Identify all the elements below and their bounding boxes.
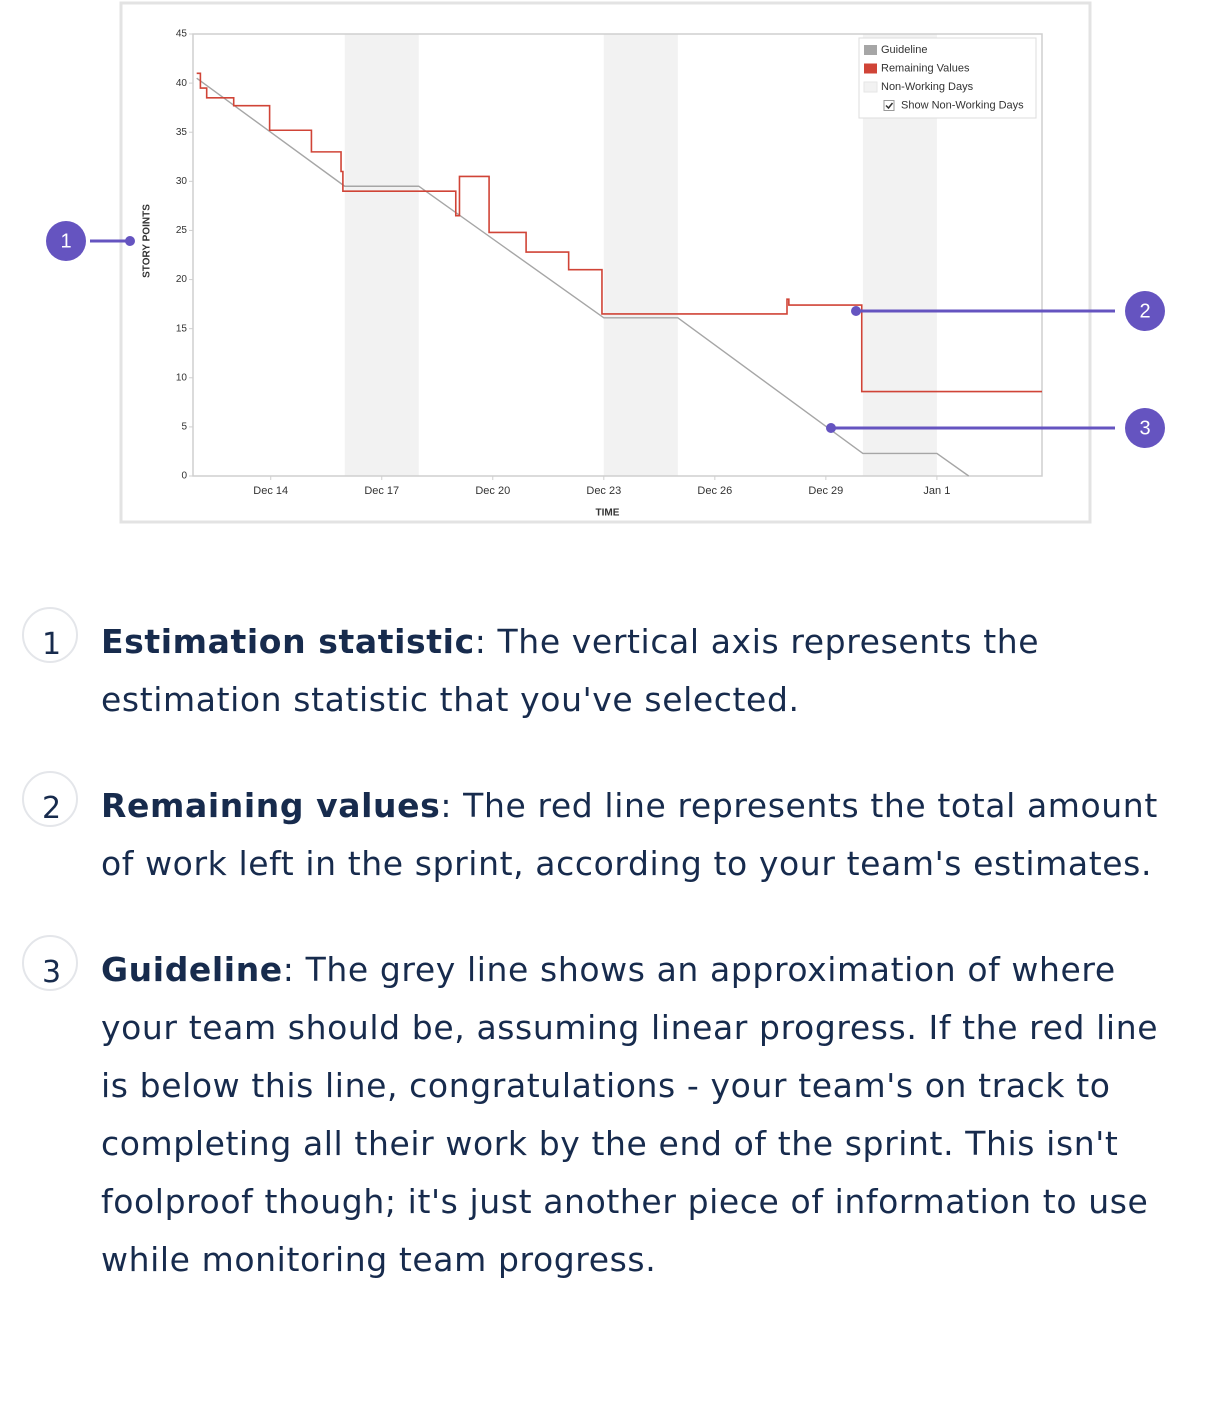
callout-badge	[46, 221, 86, 261]
legend-label: Remaining Values	[881, 62, 970, 74]
checkbox[interactable]	[883, 100, 895, 111]
item-badge: 1	[22, 607, 78, 663]
y-axis-label: STORY POINTS	[142, 204, 153, 278]
series-line	[196, 72, 1042, 393]
callout-dot	[826, 423, 836, 433]
callout-badge	[1125, 291, 1165, 331]
y-tick-label: 0	[181, 471, 187, 482]
y-tick-label: 25	[176, 225, 188, 236]
callout-number: 1	[60, 230, 71, 252]
series-line	[196, 77, 970, 477]
legend-swatch	[864, 45, 877, 55]
plot-border	[192, 33, 1043, 477]
legend-swatch	[864, 63, 877, 74]
item-number: 2	[42, 791, 62, 826]
non-working-band	[344, 34, 419, 476]
item-term: Guideline	[101, 950, 283, 989]
x-tick-label: Dec 20	[475, 485, 510, 497]
explanation-item: 1 Estimation statistic: The vertical axis…	[0, 607, 1210, 729]
y-tick-label: 45	[176, 29, 188, 40]
checkbox-label: Show Non-Working Days	[901, 99, 1024, 111]
item-number: 3	[42, 955, 62, 990]
checkbox-tick	[885, 102, 894, 110]
item-term: Remaining values	[101, 786, 441, 825]
non-working-band	[603, 34, 678, 476]
legend-swatch	[863, 81, 878, 93]
item-badge: 3	[22, 935, 78, 991]
y-tick-label: 5	[181, 422, 187, 433]
explanation-item: 3 Guideline: The grey line shows an appro…	[0, 935, 1210, 1289]
plot: 0 5 10 15 20 25 30 35 40 45 Dec 14 Dec 17 Dec 20 Dec …	[142, 29, 1043, 519]
item-badge: 2	[22, 771, 78, 827]
item-text: : The red line represents the total amou…	[101, 786, 1158, 883]
y-tick-label: 15	[176, 323, 188, 334]
explanation-list: 1 Estimation statistic: The vertical axis…	[0, 607, 1210, 1337]
x-tick-label: Dec 14	[253, 485, 288, 497]
y-tick-label: 40	[176, 78, 188, 89]
explanation-item: 2 Remaining values: The red line represen…	[0, 771, 1210, 893]
callout-number: 2	[1139, 300, 1150, 322]
x-tick-label: Dec 29	[808, 485, 843, 497]
x-tick-label: Dec 17	[364, 485, 399, 497]
x-tick-label: Dec 23	[586, 485, 621, 497]
item-text: : The vertical axis represents the estim…	[101, 622, 1040, 719]
callout-badge	[1125, 408, 1165, 448]
legend-label: Guideline	[881, 44, 927, 56]
callout-number: 3	[1139, 417, 1150, 439]
y-tick-label: 20	[176, 274, 188, 285]
x-tick-label: Dec 26	[697, 485, 732, 497]
callout-dot	[125, 236, 135, 246]
item-term: Estimation statistic	[101, 622, 475, 661]
chart: 0 5 10 15 20 25 30 35 40 45 Dec 14 Dec 17 Dec 20 Dec …	[46, 1, 1165, 524]
y-tick-label: 35	[176, 127, 188, 138]
x-axis-label: TIME	[596, 508, 620, 519]
callout-dot	[851, 306, 861, 316]
x-tick-label: Jan 1	[923, 485, 950, 497]
item-text: : The grey line shows an approximation o…	[101, 950, 1159, 1279]
legend-label: Non-Working Days	[881, 81, 974, 93]
y-tick-label: 30	[176, 176, 188, 187]
y-tick-label: 10	[176, 372, 188, 383]
item-number: 1	[42, 627, 62, 662]
